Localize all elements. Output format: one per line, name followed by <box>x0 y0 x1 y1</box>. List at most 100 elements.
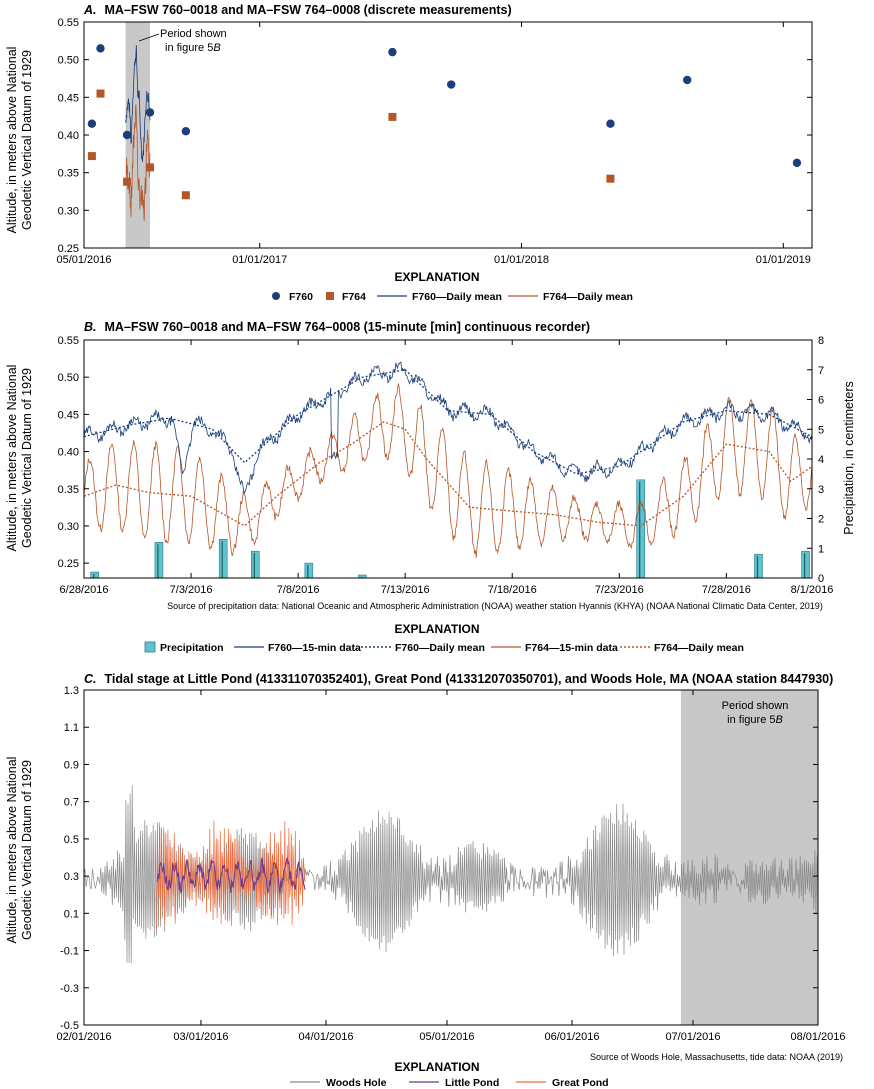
f760-point <box>181 127 191 136</box>
y-tick-label: 0.55 <box>58 335 79 347</box>
y-tick-label: -0.3 <box>60 983 79 995</box>
legend-f764-15min: F764—15-min data <box>525 642 618 654</box>
panel-a-annotation: Period shown in figure 5B <box>138 28 227 54</box>
f760-daily-mean-line <box>125 45 151 162</box>
y-tick-label: 0.45 <box>58 92 79 104</box>
y-tick-label: 0.9 <box>64 759 79 771</box>
y2-tick-label: 0 <box>818 573 824 585</box>
panel-c-title: C. Tidal stage at Little Pond (4133110703… <box>84 672 833 686</box>
legend-f760-daily-mean: F760—Daily mean <box>412 291 502 303</box>
legend-woods-hole: Woods Hole <box>326 1077 387 1089</box>
legend-precipitation: Precipitation <box>160 642 224 654</box>
panel-a-explanation: EXPLANATION <box>394 270 479 284</box>
panel-a-data-points <box>87 44 802 200</box>
panel-a: A. MA–FSW 760–0018 and MA–FSW 764–0008 (d… <box>5 3 813 303</box>
x-tick-label: 06/01/2016 <box>544 1031 599 1043</box>
legend-f764-daily-mean: F764—Daily mean <box>543 291 633 303</box>
y2-tick-label: 6 <box>818 395 824 407</box>
f764-point <box>606 174 615 183</box>
panel-a-title: A. MA–FSW 760–0018 and MA–FSW 764–0008 (d… <box>83 3 512 17</box>
panel-b-series-lines <box>83 361 813 558</box>
f760-15min-line <box>83 361 813 495</box>
f764-point <box>96 89 105 98</box>
f760-point <box>87 119 97 128</box>
precipitation-bar <box>90 571 100 579</box>
x-tick-label: 6/28/2016 <box>60 584 109 596</box>
y2-tick-label: 1 <box>818 543 824 555</box>
f764-point <box>87 152 96 161</box>
panel-b-source-note: Source of precipitation data: National O… <box>167 601 823 611</box>
legend-f764-daily: F764—Daily mean <box>654 642 744 654</box>
svg-text:Geodetic Vertical Datum of 192: Geodetic Vertical Datum of 1929 <box>20 50 34 230</box>
y-tick-label: 0.7 <box>64 797 79 809</box>
f760-daily-mean-line <box>83 369 813 475</box>
x-tick-label: 05/01/2016 <box>56 254 111 266</box>
svg-text:in figure 5B: in figure 5B <box>727 714 783 726</box>
f764-point <box>181 191 190 200</box>
panel-a-y-axis-label: Altitude, in meters above National Geode… <box>5 47 34 234</box>
x-tick-label: 7/28/2016 <box>702 584 751 596</box>
legend-f760-15min: F760—15-min data <box>268 642 361 654</box>
panel-c-source-note: Source of Woods Hole, Massachusetts, tid… <box>590 1052 843 1062</box>
panel-b-precipitation-bars <box>90 479 810 579</box>
little-pond-line <box>156 856 306 895</box>
panel-c: C. Tidal stage at Little Pond (4133110703… <box>5 672 846 1089</box>
y2-tick-label: 4 <box>818 454 824 466</box>
panel-b-right-axis-label: Precipitation, in centimeters <box>842 381 856 535</box>
svg-text:Geodetic Vertical Datum of 192: Geodetic Vertical Datum of 1929 <box>20 760 34 940</box>
f764-point <box>145 163 154 172</box>
y-tick-label: 0.45 <box>58 409 79 421</box>
x-tick-label: 05/01/2016 <box>419 1031 474 1043</box>
panel-c-annotation: Period shown in figure 5B <box>722 700 789 726</box>
x-tick-label: 02/01/2016 <box>56 1031 111 1043</box>
x-tick-label: 04/01/2016 <box>298 1031 353 1043</box>
f760-point <box>792 158 802 168</box>
y-tick-label: 0.35 <box>58 168 79 180</box>
f764-point <box>123 177 132 186</box>
panel-c-shaded-period <box>680 690 818 1025</box>
y2-tick-label: 2 <box>818 514 824 526</box>
f764-point <box>388 112 397 121</box>
legend-precip-swatch <box>144 641 156 653</box>
x-tick-label: 7/18/2016 <box>488 584 537 596</box>
x-tick-label: 03/01/2016 <box>173 1031 228 1043</box>
y-tick-label: 0.25 <box>58 558 79 570</box>
legend-f760: F760 <box>289 291 313 303</box>
x-tick-label: 8/1/2016 <box>791 584 834 596</box>
y-tick-label: 0.3 <box>64 871 79 883</box>
precipitation-bar <box>754 553 763 579</box>
panel-a-plot-frame: 0.25 0.30 0.35 0.40 0.45 0.50 0.55 05/01/2016 01… <box>56 17 813 266</box>
y-tick-label: 1.1 <box>64 722 79 734</box>
x-tick-label: 01/01/2019 <box>756 254 811 266</box>
legend-f764: F764 <box>342 291 366 303</box>
legend-little-pond: Little Pond <box>445 1077 499 1089</box>
f760-point <box>606 119 615 128</box>
precipitation-bar <box>250 550 260 579</box>
x-tick-label: 7/23/2016 <box>595 584 644 596</box>
panel-c-legend: Woods Hole Little Pond Great Pond <box>290 1077 609 1089</box>
legend-great-pond: Great Pond <box>552 1077 609 1089</box>
svg-text:Geodetic Vertical Datum of 192: Geodetic Vertical Datum of 1929 <box>20 368 34 548</box>
y-tick-label: 0.5 <box>64 834 79 846</box>
y-tick-label: 0.1 <box>64 908 79 920</box>
f764-daily-mean-line <box>83 421 813 527</box>
y2-tick-label: 5 <box>818 424 824 436</box>
x-tick-label: 08/01/2016 <box>790 1031 845 1043</box>
svg-text:Period shown: Period shown <box>722 700 789 712</box>
legend-f764-marker <box>326 292 334 300</box>
x-tick-label: 7/8/2016 <box>277 584 320 596</box>
y-tick-label: 0.50 <box>58 55 79 67</box>
y-tick-label: 0.55 <box>58 17 79 29</box>
f760-point <box>96 44 105 53</box>
plot-border <box>83 21 813 249</box>
y-tick-label: 0.40 <box>58 447 79 459</box>
panel-c-explanation: EXPLANATION <box>394 1060 479 1074</box>
precipitation-bar <box>304 562 314 579</box>
f760-point <box>683 75 692 85</box>
x-tick-label: 7/3/2016 <box>170 584 213 596</box>
panel-c-plot-frame: -0.5 -0.3 -0.1 0.1 0.3 0.5 0.7 0.9 1.1 1.3 02/01/2… <box>56 685 845 1043</box>
y2-tick-label: 7 <box>818 365 824 377</box>
y2-tick-label: 3 <box>818 484 824 496</box>
f760-point <box>122 130 132 140</box>
y2-tick-label: 8 <box>818 335 824 347</box>
